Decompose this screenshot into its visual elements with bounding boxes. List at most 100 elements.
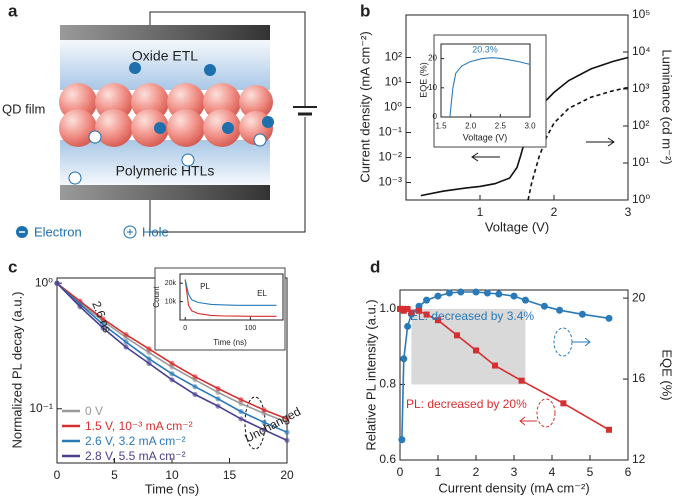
x-tick-label: 20 — [280, 468, 294, 482]
marker — [556, 306, 564, 314]
legend-label: 2.6 V, 3.2 mA cm⁻² — [85, 434, 186, 448]
y-axis-label: Normalized PL decay (a.u.) — [9, 291, 24, 448]
layer-label: QD film — [2, 101, 45, 116]
marker — [77, 304, 83, 310]
marker — [192, 374, 198, 380]
axis-arrow — [519, 416, 537, 426]
marker — [510, 292, 518, 300]
electrode — [60, 25, 270, 40]
y2-axis-label: EQE (%) — [660, 349, 675, 400]
highlight-ellipse — [536, 398, 556, 428]
marker — [123, 344, 129, 350]
marker — [146, 356, 152, 362]
inset-frame — [154, 267, 286, 351]
y2-tick-label: 10⁰ — [632, 192, 650, 206]
marker — [284, 429, 290, 435]
chart: 0 100 10k 20k Time (ns) Count PL EL — [152, 267, 286, 351]
x-tick-label: 4 — [549, 465, 556, 479]
marker — [540, 302, 548, 310]
x-axis-label: Time (ns) — [213, 338, 247, 347]
x-tick-label: 0 — [54, 468, 61, 482]
marker — [400, 307, 407, 314]
y-tick-label: 0 — [433, 112, 438, 121]
x-tick-label: 2 — [473, 465, 480, 479]
marker — [518, 377, 525, 384]
marker — [605, 314, 613, 322]
x-tick-label: 1.5 — [435, 121, 447, 130]
marker — [238, 400, 244, 407]
x-tick-label: 6 — [625, 465, 632, 479]
marker — [261, 427, 267, 433]
marker — [416, 307, 422, 314]
x-axis-label: Time (ns) — [145, 481, 199, 496]
series-line — [527, 86, 629, 201]
y-tick-label: 10⁰ — [384, 100, 402, 114]
marker — [146, 350, 152, 356]
annotation: EL — [257, 289, 267, 298]
marker — [123, 331, 129, 338]
marker — [284, 437, 290, 443]
annotation: PL: decreased by 20% — [406, 397, 527, 411]
marker — [169, 377, 175, 383]
htl-layer — [60, 140, 270, 185]
y-axis-label: Count — [152, 286, 161, 308]
y2-tick-label: 20 — [632, 290, 646, 304]
marker — [100, 321, 106, 327]
y2-tick-label: 10⁴ — [632, 44, 651, 58]
marker — [404, 322, 412, 330]
marker — [123, 339, 129, 345]
marker — [169, 364, 175, 370]
y-axis-label: Current density (mA cm⁻²) — [357, 31, 372, 182]
x-axis-label: Voltage (V) — [463, 132, 508, 142]
y-tick-label: 10⁻¹ — [378, 125, 402, 139]
x-tick-label: 0 — [183, 325, 187, 332]
annotation: PL — [200, 282, 210, 291]
marker — [423, 296, 431, 304]
y2-tick-label: 12 — [632, 452, 646, 466]
y2-axis-label: Luminance (cd m⁻²) — [660, 49, 675, 164]
layer-label: Oxide ETL — [132, 48, 198, 64]
marker — [492, 362, 498, 369]
series-line — [184, 279, 277, 306]
marker — [238, 416, 244, 422]
annotation: Unchanged — [242, 404, 303, 445]
marker — [192, 391, 198, 398]
x-axis-label: Current density (mA cm⁻²) — [438, 480, 589, 495]
series-line — [449, 57, 531, 118]
chart: 1.5 2.0 2.5 3.0 0 10 20 Voltage (V) EQE (%) 20.3% — [418, 34, 547, 148]
marker — [261, 419, 267, 425]
x-tick-label: 3 — [511, 465, 518, 479]
x-tick-label: 5 — [111, 468, 118, 482]
x-tick-label: 1 — [477, 205, 484, 219]
marker — [215, 396, 221, 402]
highlight-ellipse — [553, 327, 573, 357]
series-line — [420, 56, 629, 197]
y-tick-label: 1.0 — [379, 301, 396, 315]
marker — [192, 384, 198, 390]
marker — [146, 360, 152, 366]
marker — [473, 347, 479, 354]
y-tick-label: 10⁻² — [378, 150, 402, 164]
marker — [215, 389, 221, 396]
marker — [457, 288, 465, 296]
marker — [284, 416, 290, 422]
y-tick-label: 10k — [165, 298, 177, 305]
x-tick-label: 3.0 — [524, 121, 536, 130]
marker — [400, 355, 408, 363]
y-tick-label: 20 — [428, 54, 437, 63]
y2-tick-label: 16 — [632, 371, 646, 385]
axis-arrow — [586, 137, 615, 147]
marker — [54, 280, 60, 286]
y-tick-label: 0.8 — [379, 377, 396, 391]
panel-label: b — [360, 1, 370, 20]
x-tick-label: 15 — [223, 468, 237, 482]
marker — [261, 407, 267, 413]
marker — [215, 385, 221, 392]
marker — [146, 346, 152, 352]
y-tick-label: 10¹ — [385, 75, 402, 89]
series-line — [184, 279, 277, 317]
marker — [423, 311, 430, 318]
x-axis-label: Voltage (V) — [485, 219, 549, 234]
marker — [169, 360, 175, 366]
